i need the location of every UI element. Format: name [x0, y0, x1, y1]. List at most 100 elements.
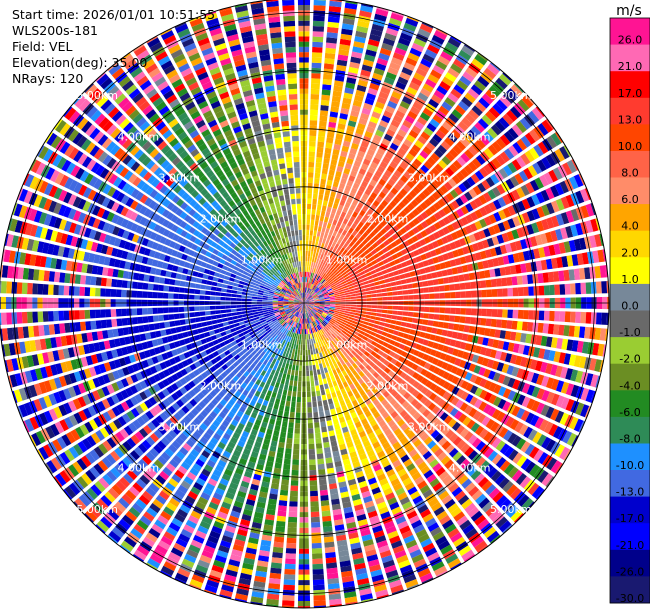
velocity-gate	[102, 474, 114, 486]
velocity-gate	[324, 216, 329, 223]
velocity-gate	[358, 185, 366, 193]
velocity-gate	[465, 528, 478, 539]
velocity-gate	[422, 513, 434, 523]
velocity-gate	[383, 367, 391, 374]
velocity-gate	[541, 119, 553, 133]
velocity-gate	[347, 120, 357, 128]
velocity-gate	[243, 370, 250, 378]
velocity-gate	[291, 469, 299, 476]
velocity-gate	[496, 362, 505, 372]
velocity-gate	[467, 466, 478, 477]
velocity-gate	[138, 494, 150, 506]
velocity-gate	[357, 378, 364, 385]
velocity-gate	[498, 117, 510, 129]
velocity-gate	[410, 398, 419, 407]
velocity-gate	[417, 351, 425, 359]
ray	[304, 0, 342, 303]
velocity-gate	[324, 447, 331, 454]
velocity-gate	[304, 303, 306, 308]
velocity-gate	[375, 316, 381, 321]
velocity-gate	[266, 508, 276, 516]
velocity-gate	[326, 257, 331, 263]
velocity-gate	[149, 365, 158, 375]
velocity-gate	[351, 51, 363, 59]
velocity-gate	[435, 188, 445, 198]
velocity-gate	[375, 238, 383, 246]
velocity-gate	[136, 519, 149, 531]
velocity-gate	[323, 404, 329, 411]
velocity-gate	[168, 478, 179, 488]
velocity-gate	[451, 109, 463, 120]
velocity-gate	[382, 208, 390, 216]
velocity-gate	[255, 506, 265, 514]
velocity-gate	[239, 335, 246, 341]
velocity-gate	[149, 433, 159, 443]
velocity-gate	[456, 140, 467, 151]
velocity-gate	[345, 348, 351, 355]
velocity-gate	[147, 558, 161, 569]
velocity-gate	[346, 402, 353, 409]
velocity-gate	[470, 211, 479, 221]
velocity-gate	[328, 291, 334, 295]
velocity-gate	[333, 289, 339, 293]
velocity-gate	[375, 62, 387, 71]
velocity-gate	[468, 109, 480, 120]
velocity-gate	[590, 390, 596, 404]
velocity-gate	[213, 386, 221, 394]
velocity-gate	[331, 346, 337, 352]
velocity-gate	[309, 323, 312, 329]
velocity-gate	[461, 478, 473, 489]
velocity-gate	[106, 437, 117, 449]
velocity-gate	[237, 529, 248, 537]
velocity-gate	[398, 37, 411, 47]
velocity-gate	[321, 322, 326, 327]
velocity-gate	[309, 301, 315, 303]
velocity-gate	[143, 424, 153, 435]
velocity-gate	[362, 255, 369, 262]
velocity-gate	[363, 422, 371, 430]
velocity-gate	[559, 146, 570, 160]
velocity-gate	[174, 513, 186, 523]
velocity-gate	[336, 272, 342, 278]
velocity-gate	[404, 272, 411, 278]
velocity-gate	[599, 233, 604, 246]
velocity-gate	[166, 385, 175, 394]
velocity-gate	[446, 363, 454, 372]
velocity-gate	[382, 559, 395, 569]
velocity-gate	[276, 452, 284, 459]
velocity-gate	[442, 216, 451, 225]
velocity-gate	[337, 54, 349, 62]
velocity-gate	[297, 307, 301, 312]
velocity-gate	[531, 208, 541, 220]
velocity-gate	[474, 54, 488, 66]
velocity-gate	[228, 398, 236, 406]
velocity-gate	[120, 401, 130, 412]
velocity-gate	[122, 441, 133, 452]
velocity-gate	[318, 284, 323, 289]
velocity-gate	[279, 311, 286, 315]
velocity-gate	[272, 472, 281, 480]
velocity-gate	[232, 368, 239, 375]
velocity-gate	[428, 286, 435, 293]
velocity-gate	[304, 300, 309, 303]
velocity-gate	[262, 376, 268, 383]
velocity-gate	[285, 317, 290, 322]
velocity-gate	[359, 401, 367, 409]
velocity-gate	[381, 42, 394, 52]
velocity-gate	[195, 458, 205, 468]
velocity-gate	[490, 318, 497, 328]
velocity-gate	[403, 391, 411, 400]
velocity-gate	[327, 126, 336, 134]
velocity-gate	[309, 289, 313, 295]
velocity-gate	[318, 379, 323, 386]
velocity-gate	[399, 227, 407, 235]
velocity-gate	[266, 378, 272, 385]
velocity-gate	[271, 358, 277, 365]
velocity-gate	[209, 389, 218, 398]
ray	[203, 303, 304, 595]
velocity-gate	[342, 392, 349, 400]
velocity-gate	[412, 282, 418, 288]
velocity-gate	[309, 277, 312, 283]
velocity-gate	[391, 381, 399, 389]
velocity-gate	[279, 310, 285, 313]
